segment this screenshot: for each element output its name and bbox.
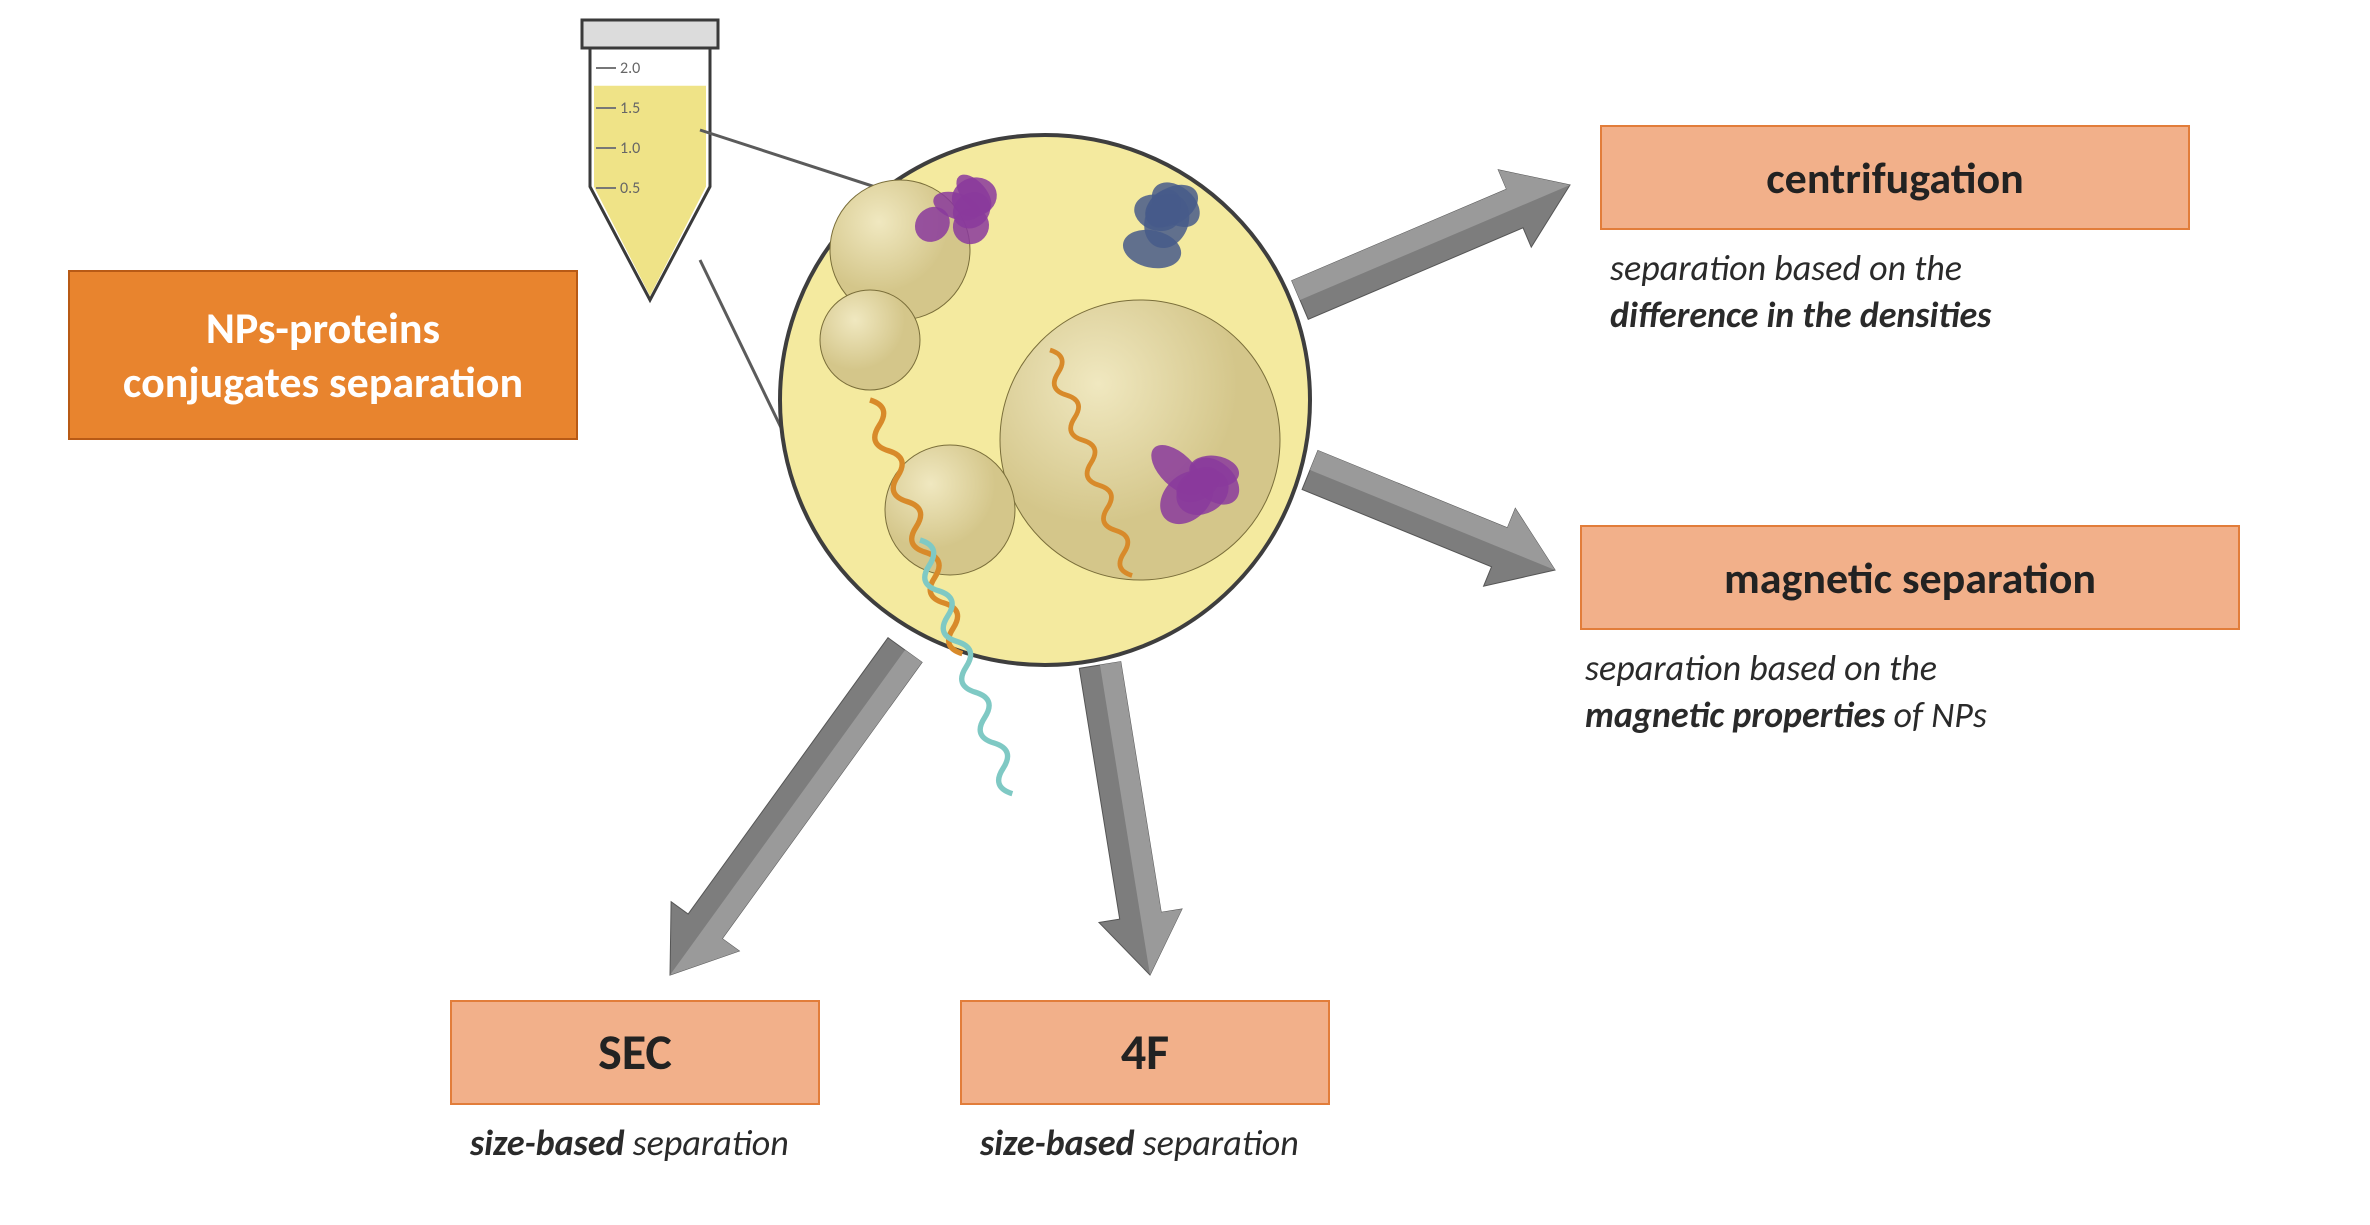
centrifugation-box: centrifugation (1600, 125, 2190, 230)
fourF-caption: size-based separation (980, 1120, 1299, 1167)
magnetic-label: magnetic separation (1724, 551, 2096, 605)
magnetic-caption-line1: separation based on the (1585, 646, 1937, 690)
sec-caption-rest: separation (625, 1121, 789, 1165)
magnetic-caption-rest: of NPs (1885, 693, 1987, 737)
magnetic-caption: separation based on the magnetic propert… (1585, 645, 1987, 739)
magnetic-box: magnetic separation (1580, 525, 2240, 630)
main-title-text: NPs-proteins conjugates separation (123, 301, 523, 409)
centrifugation-caption-line1: separation based on the (1610, 246, 1962, 290)
svg-text:2.0: 2.0 (620, 59, 640, 78)
fourF-box: 4F (960, 1000, 1330, 1105)
sec-box: SEC (450, 1000, 820, 1105)
svg-text:1.5: 1.5 (620, 99, 640, 118)
sec-label: SEC (598, 1022, 672, 1083)
fourF-label: 4F (1121, 1022, 1169, 1083)
sec-caption: size-based separation (470, 1120, 789, 1167)
centrifugation-caption: separation based on the difference in th… (1610, 245, 1991, 339)
magnetic-caption-bold: magnetic properties (1585, 693, 1885, 737)
main-title-box: NPs-proteins conjugates separation (68, 270, 578, 440)
eppendorf-tube: 2.0 1.5 1.0 0.5 (582, 20, 718, 300)
centrifugation-caption-bold: difference in the densities (1610, 293, 1991, 337)
fourF-caption-rest: separation (1135, 1121, 1299, 1165)
svg-text:0.5: 0.5 (620, 179, 640, 198)
svg-text:1.0: 1.0 (620, 139, 640, 158)
centrifugation-label: centrifugation (1766, 151, 2023, 205)
sec-caption-bold: size-based (470, 1121, 625, 1165)
fourF-caption-bold: size-based (980, 1121, 1135, 1165)
